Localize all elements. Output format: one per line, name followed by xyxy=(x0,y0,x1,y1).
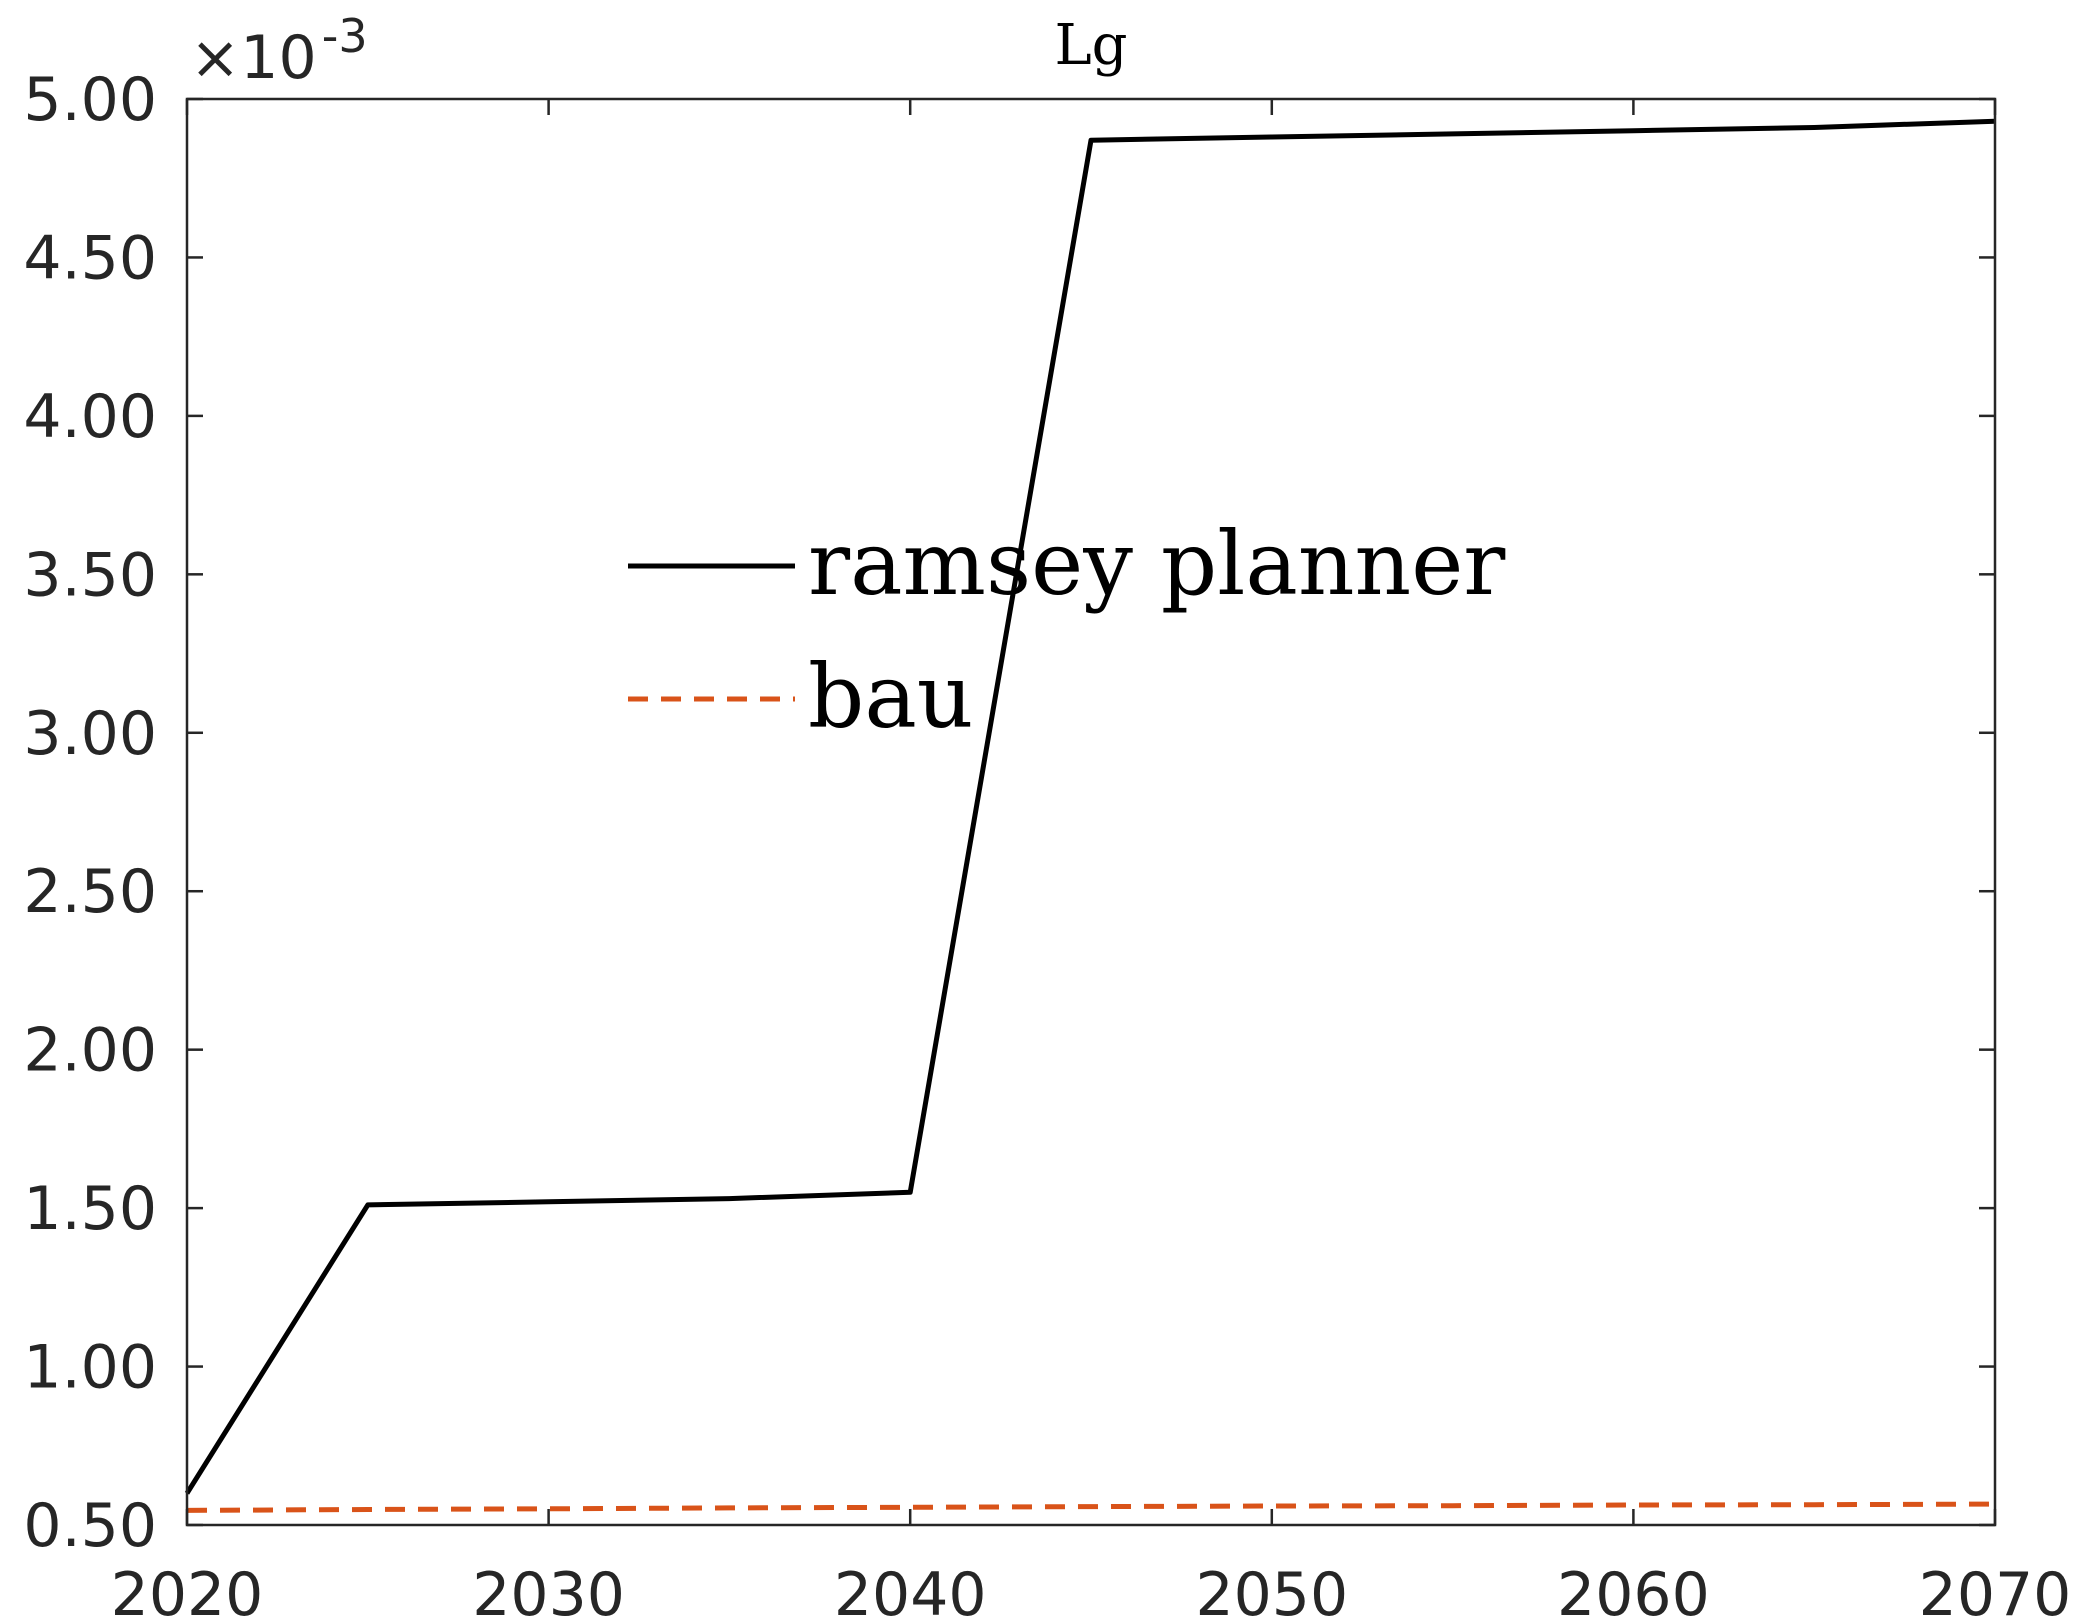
series-line-bau xyxy=(186,1501,1996,1513)
y-exponent-power: -3 xyxy=(322,9,368,63)
y-tick-label: 3.00 xyxy=(23,699,157,769)
y-tick-label: 2.00 xyxy=(23,1016,157,1086)
axes-box xyxy=(185,97,1997,1527)
x-tick-label: 2060 xyxy=(1557,1560,1710,1622)
y-tick-label: 4.00 xyxy=(23,382,157,452)
x-tick-label: 2050 xyxy=(1195,1560,1348,1622)
x-tick-label: 2030 xyxy=(472,1560,625,1622)
x-tick-label: 2070 xyxy=(1919,1560,2072,1622)
y-tick-label: 2.50 xyxy=(23,857,157,927)
y-tick-label: 3.50 xyxy=(23,540,157,610)
y-tick-label: 4.50 xyxy=(23,223,157,293)
series-line-ramsey-planner xyxy=(184,118,1996,1495)
ticks-layer: 2020 2030 2040 2050 2060 2070 0.50 1.00 1.50 2.00… xyxy=(23,65,2071,1622)
legend: ramsey planner bau xyxy=(628,512,1506,748)
chart-title: Lg xyxy=(1054,13,1127,78)
y-tick-label: 0.50 xyxy=(23,1491,157,1561)
y-exponent-label: ×10 -3 xyxy=(190,9,368,93)
series-layer xyxy=(184,118,1996,1513)
y-tick-label: 5.00 xyxy=(23,65,157,135)
y-tick-label: 1.00 xyxy=(23,1333,157,1403)
plot-area xyxy=(187,99,1995,1525)
legend-label-bau: bau xyxy=(808,645,973,748)
x-tick-label: 2040 xyxy=(834,1560,987,1622)
y-exponent-base: ×10 xyxy=(190,23,317,93)
legend-label-ramsey-planner: ramsey planner xyxy=(808,512,1506,615)
x-tick-label: 2020 xyxy=(111,1560,264,1622)
y-tick-label: 1.50 xyxy=(23,1174,157,1244)
